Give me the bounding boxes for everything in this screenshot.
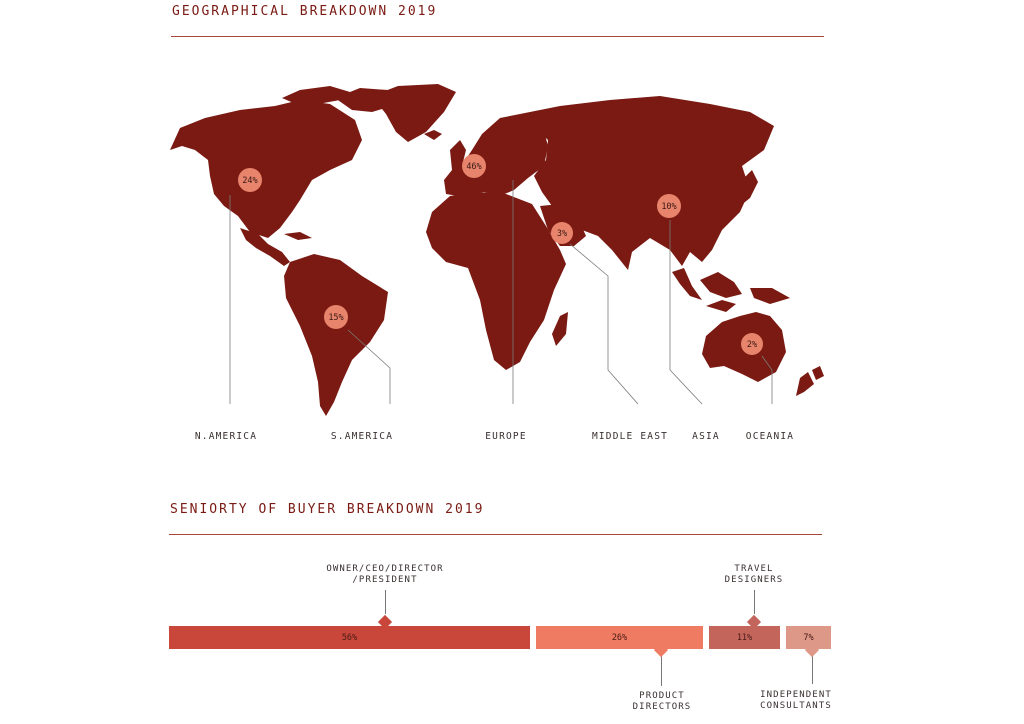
region-label-s-america: S.AMERICA	[330, 431, 394, 442]
marker-s-america: 15%	[324, 305, 348, 329]
africa-shape	[426, 192, 566, 370]
central-america-shape	[240, 228, 290, 266]
north-america-shape	[170, 100, 362, 238]
marker-asia: 10%	[657, 194, 681, 218]
bar-label-independent-consultants: INDEPENDENT CONSULTANTS	[760, 690, 832, 711]
region-label-oceania: OCEANIA	[745, 431, 795, 442]
leader-lines	[229, 180, 773, 405]
indonesia-shape	[700, 272, 742, 298]
madagascar-shape	[552, 312, 568, 346]
bar-value-product-directors: 26%	[611, 632, 628, 643]
caribbean-shape	[284, 232, 312, 240]
marker-label-s-america: 15%	[328, 313, 343, 323]
marker-label-europe: 46%	[466, 162, 481, 172]
connector-travel-designers	[754, 590, 755, 614]
marker-label-asia: 10%	[661, 202, 676, 212]
marker-oceania: 2%	[741, 333, 763, 355]
region-markers: 24% 15% 46% 3% 10% 2%	[238, 154, 763, 355]
new-zealand-shape	[796, 372, 814, 396]
bar-segment-travel-designers: 11%	[709, 626, 780, 649]
marker-label-n-america: 24%	[242, 176, 257, 186]
bar-value-owner: 56%	[341, 632, 358, 643]
greenland-shape	[372, 84, 456, 142]
japan-shape	[736, 170, 758, 206]
region-label-middle-east: MIDDLE EAST	[591, 431, 669, 442]
marker-n-america: 24%	[238, 168, 262, 192]
region-label-asia: ASIA	[692, 431, 720, 442]
marker-label-middle-east: 3%	[557, 229, 567, 239]
geo-title: GEOGRAPHICAL BREAKDOWN 2019	[172, 4, 438, 19]
british-isles-shape	[450, 140, 466, 170]
south-america-shape	[284, 254, 388, 416]
marker-label-oceania: 2%	[747, 340, 757, 350]
region-label-n-america: N.AMERICA	[194, 431, 258, 442]
southeast-asia-shape	[672, 268, 702, 300]
bar-value-travel-designers: 11%	[736, 632, 753, 643]
arctic-islands-shape	[282, 86, 350, 104]
new-zealand-north-shape	[812, 366, 824, 380]
iceland-shape	[424, 130, 442, 140]
bar-value-independent-consultants: 7%	[803, 632, 814, 643]
bar-label-travel-designers: TRAVEL DESIGNERS	[724, 564, 784, 585]
seniority-title: SENIORTY OF BUYER BREAKDOWN 2019	[170, 502, 485, 517]
connector-product-directors	[661, 656, 662, 686]
borneo-shape	[706, 300, 736, 312]
leader-line-middle-east	[569, 243, 639, 405]
seniority-title-rule	[169, 534, 822, 535]
connector-independent-consultants	[812, 656, 813, 684]
marker-middle-east: 3%	[551, 222, 573, 244]
new-guinea-shape	[750, 288, 790, 304]
asia-shape	[520, 96, 774, 270]
leader-line-s-america	[347, 329, 391, 404]
bar-label-product-directors: PRODUCT DIRECTORS	[632, 691, 692, 712]
bar-label-owner: OWNER/CEO/DIRECTOR /PRESIDENT	[326, 564, 444, 585]
region-label-europe: EUROPE	[485, 431, 527, 442]
marker-europe: 46%	[462, 154, 486, 178]
geo-title-rule	[171, 36, 824, 37]
leader-line-oceania	[761, 355, 773, 404]
leader-line-asia	[669, 220, 703, 405]
bar-segment-product-directors: 26%	[536, 626, 703, 649]
world-map: 24% 15% 46% 3% 10% 2%	[170, 84, 824, 416]
connector-owner	[385, 590, 386, 614]
bar-segment-independent-consultants: 7%	[786, 626, 831, 649]
bar-segment-owner: 56%	[169, 626, 530, 649]
map-land	[170, 84, 824, 416]
